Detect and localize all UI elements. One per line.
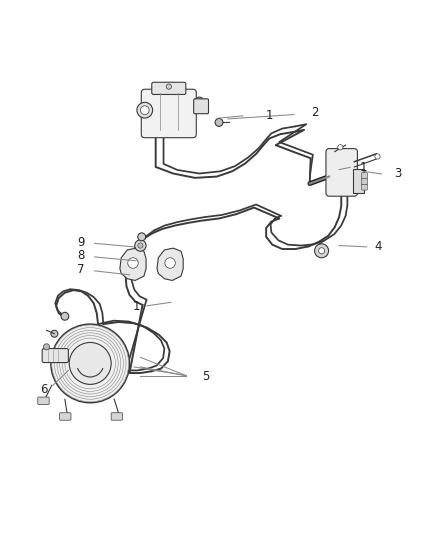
Circle shape (195, 97, 204, 106)
Text: 1: 1 (132, 300, 140, 313)
FancyBboxPatch shape (353, 169, 364, 193)
Polygon shape (157, 248, 183, 280)
Text: 7: 7 (77, 263, 85, 277)
Text: 3: 3 (394, 167, 402, 181)
FancyBboxPatch shape (111, 413, 123, 420)
Circle shape (69, 343, 111, 384)
Text: 6: 6 (41, 383, 48, 396)
FancyBboxPatch shape (38, 397, 49, 405)
Circle shape (137, 102, 152, 118)
Circle shape (51, 330, 58, 337)
Text: 4: 4 (374, 240, 382, 253)
Text: 9: 9 (77, 236, 85, 249)
Circle shape (141, 106, 149, 115)
Circle shape (128, 258, 138, 268)
Text: 8: 8 (77, 249, 84, 262)
Text: 1: 1 (359, 161, 367, 174)
Text: 2: 2 (311, 106, 319, 119)
Circle shape (375, 154, 380, 159)
Circle shape (61, 312, 69, 320)
FancyBboxPatch shape (361, 179, 367, 184)
Circle shape (135, 240, 146, 251)
FancyBboxPatch shape (361, 184, 367, 190)
Circle shape (215, 118, 223, 126)
Circle shape (166, 84, 171, 89)
FancyBboxPatch shape (141, 89, 196, 138)
FancyBboxPatch shape (326, 149, 357, 196)
FancyBboxPatch shape (60, 413, 71, 420)
Circle shape (314, 244, 328, 258)
Circle shape (138, 233, 146, 241)
Circle shape (318, 248, 325, 254)
Circle shape (43, 344, 49, 350)
FancyBboxPatch shape (361, 173, 367, 179)
FancyBboxPatch shape (42, 349, 68, 362)
Text: 5: 5 (202, 370, 210, 383)
Circle shape (138, 243, 143, 248)
Circle shape (165, 258, 175, 268)
Polygon shape (120, 248, 146, 280)
Circle shape (338, 144, 343, 150)
FancyBboxPatch shape (152, 82, 186, 94)
Circle shape (51, 324, 130, 403)
Text: 1: 1 (265, 109, 273, 123)
FancyBboxPatch shape (194, 99, 208, 114)
